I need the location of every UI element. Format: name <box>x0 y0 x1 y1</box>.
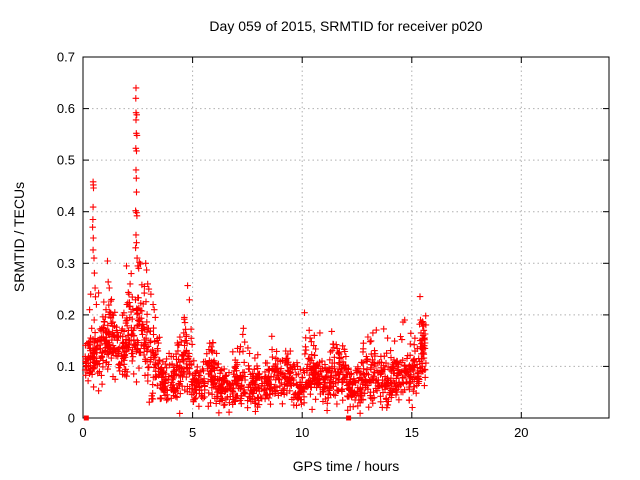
x-axis-title: GPS time / hours <box>292 458 400 474</box>
x-tick-label: 5 <box>189 425 196 440</box>
zero-point-marker <box>83 415 89 421</box>
y-tick-label: 0.7 <box>57 50 75 65</box>
zero-point-marker <box>346 415 352 421</box>
y-tick-label: 0.1 <box>57 359 75 374</box>
y-tick-label: 0.4 <box>57 204 75 219</box>
x-tick-label: 10 <box>295 425 309 440</box>
y-tick-label: 0.2 <box>57 307 75 322</box>
y-tick-label: 0.6 <box>57 101 75 116</box>
y-tick-label: 0 <box>68 411 75 426</box>
y-tick-label: 0.3 <box>57 256 75 271</box>
scatter-points <box>81 84 430 417</box>
x-tick-label: 0 <box>79 425 86 440</box>
y-tick-label: 0.5 <box>57 153 75 168</box>
plot-frame <box>82 56 610 419</box>
chart-title: Day 059 of 2015, SRMTID for receiver p02… <box>209 18 483 34</box>
x-tick-label: 15 <box>405 425 419 440</box>
x-tick-label: 20 <box>514 425 528 440</box>
